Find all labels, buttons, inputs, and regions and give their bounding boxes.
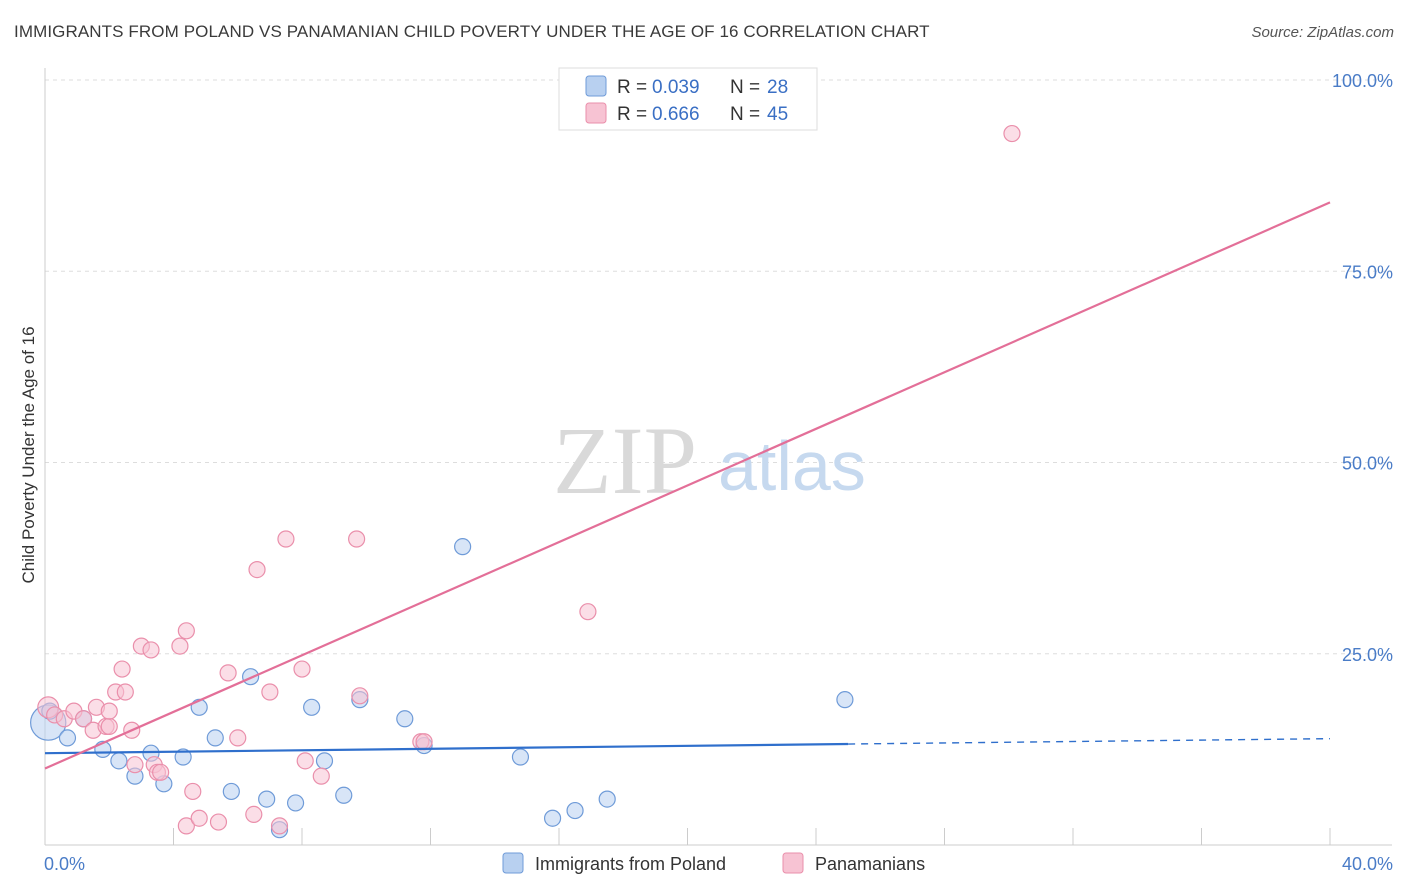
point-poland-13 xyxy=(242,668,260,686)
y-tick-label-2: 75.0% xyxy=(1342,262,1393,282)
watermark-zip: ZIP xyxy=(553,407,697,514)
point-panamanians-34 xyxy=(296,752,314,770)
bottom-legend-swatch-poland xyxy=(502,852,524,874)
point-panamanians-32 xyxy=(277,530,295,548)
point-panamanians-14 xyxy=(126,756,144,774)
y-tick-label-0: 25.0% xyxy=(1342,645,1393,665)
points-layer xyxy=(30,124,1021,839)
point-poland-17 xyxy=(303,698,321,716)
chart-source: Source: ZipAtlas.com xyxy=(1251,24,1394,41)
point-panamanians-40 xyxy=(579,603,597,621)
point-poland-16 xyxy=(286,794,305,812)
point-poland-11 xyxy=(206,729,224,747)
point-poland-2 xyxy=(58,729,77,747)
y-tick-label-1: 50.0% xyxy=(1342,454,1393,474)
axis-layer: 25.0% 50.0% 75.0% 100.0% 0.0% 40.0% xyxy=(44,68,1393,874)
y-axis-title: Child Poverty Under the Age of 16 xyxy=(19,326,38,583)
trend-line-poland xyxy=(44,742,849,755)
bottom-legend-label-poland: Immigrants from Poland xyxy=(535,854,726,874)
point-panamanians-19 xyxy=(152,763,170,781)
point-panamanians-36 xyxy=(348,530,366,548)
legend-r-label-poland: R = xyxy=(617,77,647,98)
point-panamanians-8 xyxy=(100,717,118,736)
legend-n-label-panamanians: N = xyxy=(730,104,760,125)
point-poland-18 xyxy=(315,752,334,770)
chart-title: IMMIGRANTS FROM POLAND VS PANAMANIAN CHI… xyxy=(14,22,930,41)
point-poland-5 xyxy=(110,752,128,770)
point-panamanians-11 xyxy=(113,660,131,678)
legend-n-value-panamanians: 45 xyxy=(767,104,788,125)
point-poland-14 xyxy=(258,790,276,808)
point-panamanians-29 xyxy=(248,560,266,579)
trend-line-panamanians xyxy=(44,201,1331,770)
point-panamanians-9 xyxy=(100,702,118,720)
legend-r-value-poland: 0.039 xyxy=(652,77,700,98)
point-panamanians-20 xyxy=(171,637,189,655)
legend-n-value-poland: 28 xyxy=(767,77,788,98)
point-panamanians-31 xyxy=(270,817,289,835)
trend-layer xyxy=(44,201,1331,770)
point-poland-25 xyxy=(543,809,562,827)
point-panamanians-25 xyxy=(209,813,228,831)
point-poland-28 xyxy=(836,691,854,709)
x-tick-label-0: 0.0% xyxy=(44,854,85,874)
point-panamanians-12 xyxy=(116,683,134,701)
point-panamanians-4 xyxy=(74,710,93,728)
point-poland-19 xyxy=(335,786,353,804)
point-panamanians-23 xyxy=(184,782,202,801)
point-panamanians-24 xyxy=(190,809,208,827)
point-panamanians-33 xyxy=(293,660,311,678)
point-poland-26 xyxy=(566,801,584,820)
bottom-legend-swatch-panamanians xyxy=(782,852,804,874)
point-panamanians-28 xyxy=(245,805,263,824)
point-panamanians-16 xyxy=(142,641,160,659)
point-panamanians-30 xyxy=(261,683,279,701)
point-panamanians-26 xyxy=(219,664,237,682)
trend-line-poland-extension xyxy=(848,737,1331,745)
point-panamanians-27 xyxy=(229,729,247,747)
point-panamanians-22 xyxy=(177,622,195,640)
point-panamanians-41 xyxy=(1003,124,1021,143)
point-poland-27 xyxy=(598,790,616,808)
point-panamanians-21 xyxy=(177,817,195,835)
legend-swatch-panamanians xyxy=(585,102,607,124)
bottom-legend: Immigrants from Poland Panamanians xyxy=(502,852,925,874)
point-poland-9 xyxy=(174,748,192,766)
point-poland-12 xyxy=(222,782,240,801)
bottom-legend-label-panamanians: Panamanians xyxy=(815,854,925,874)
legend-r-label-panamanians: R = xyxy=(617,104,647,125)
legend-r-value-panamanians: 0.666 xyxy=(652,104,700,125)
x-tick-label-1: 40.0% xyxy=(1342,854,1393,874)
point-panamanians-39 xyxy=(415,733,433,751)
point-poland-23 xyxy=(454,538,472,556)
grid-layer xyxy=(45,79,1392,655)
point-panamanians-37 xyxy=(351,687,369,705)
watermark: ZIP atlas xyxy=(553,407,866,514)
legend-swatch-poland xyxy=(585,75,607,97)
point-panamanians-35 xyxy=(312,767,330,785)
point-poland-21 xyxy=(396,710,414,728)
y-tick-label-3: 100.0% xyxy=(1332,71,1393,91)
legend-n-label-poland: N = xyxy=(730,77,760,98)
point-poland-24 xyxy=(511,748,530,766)
top-legend: R = 0.039 N = 28 R = 0.666 N = 45 xyxy=(558,67,818,131)
